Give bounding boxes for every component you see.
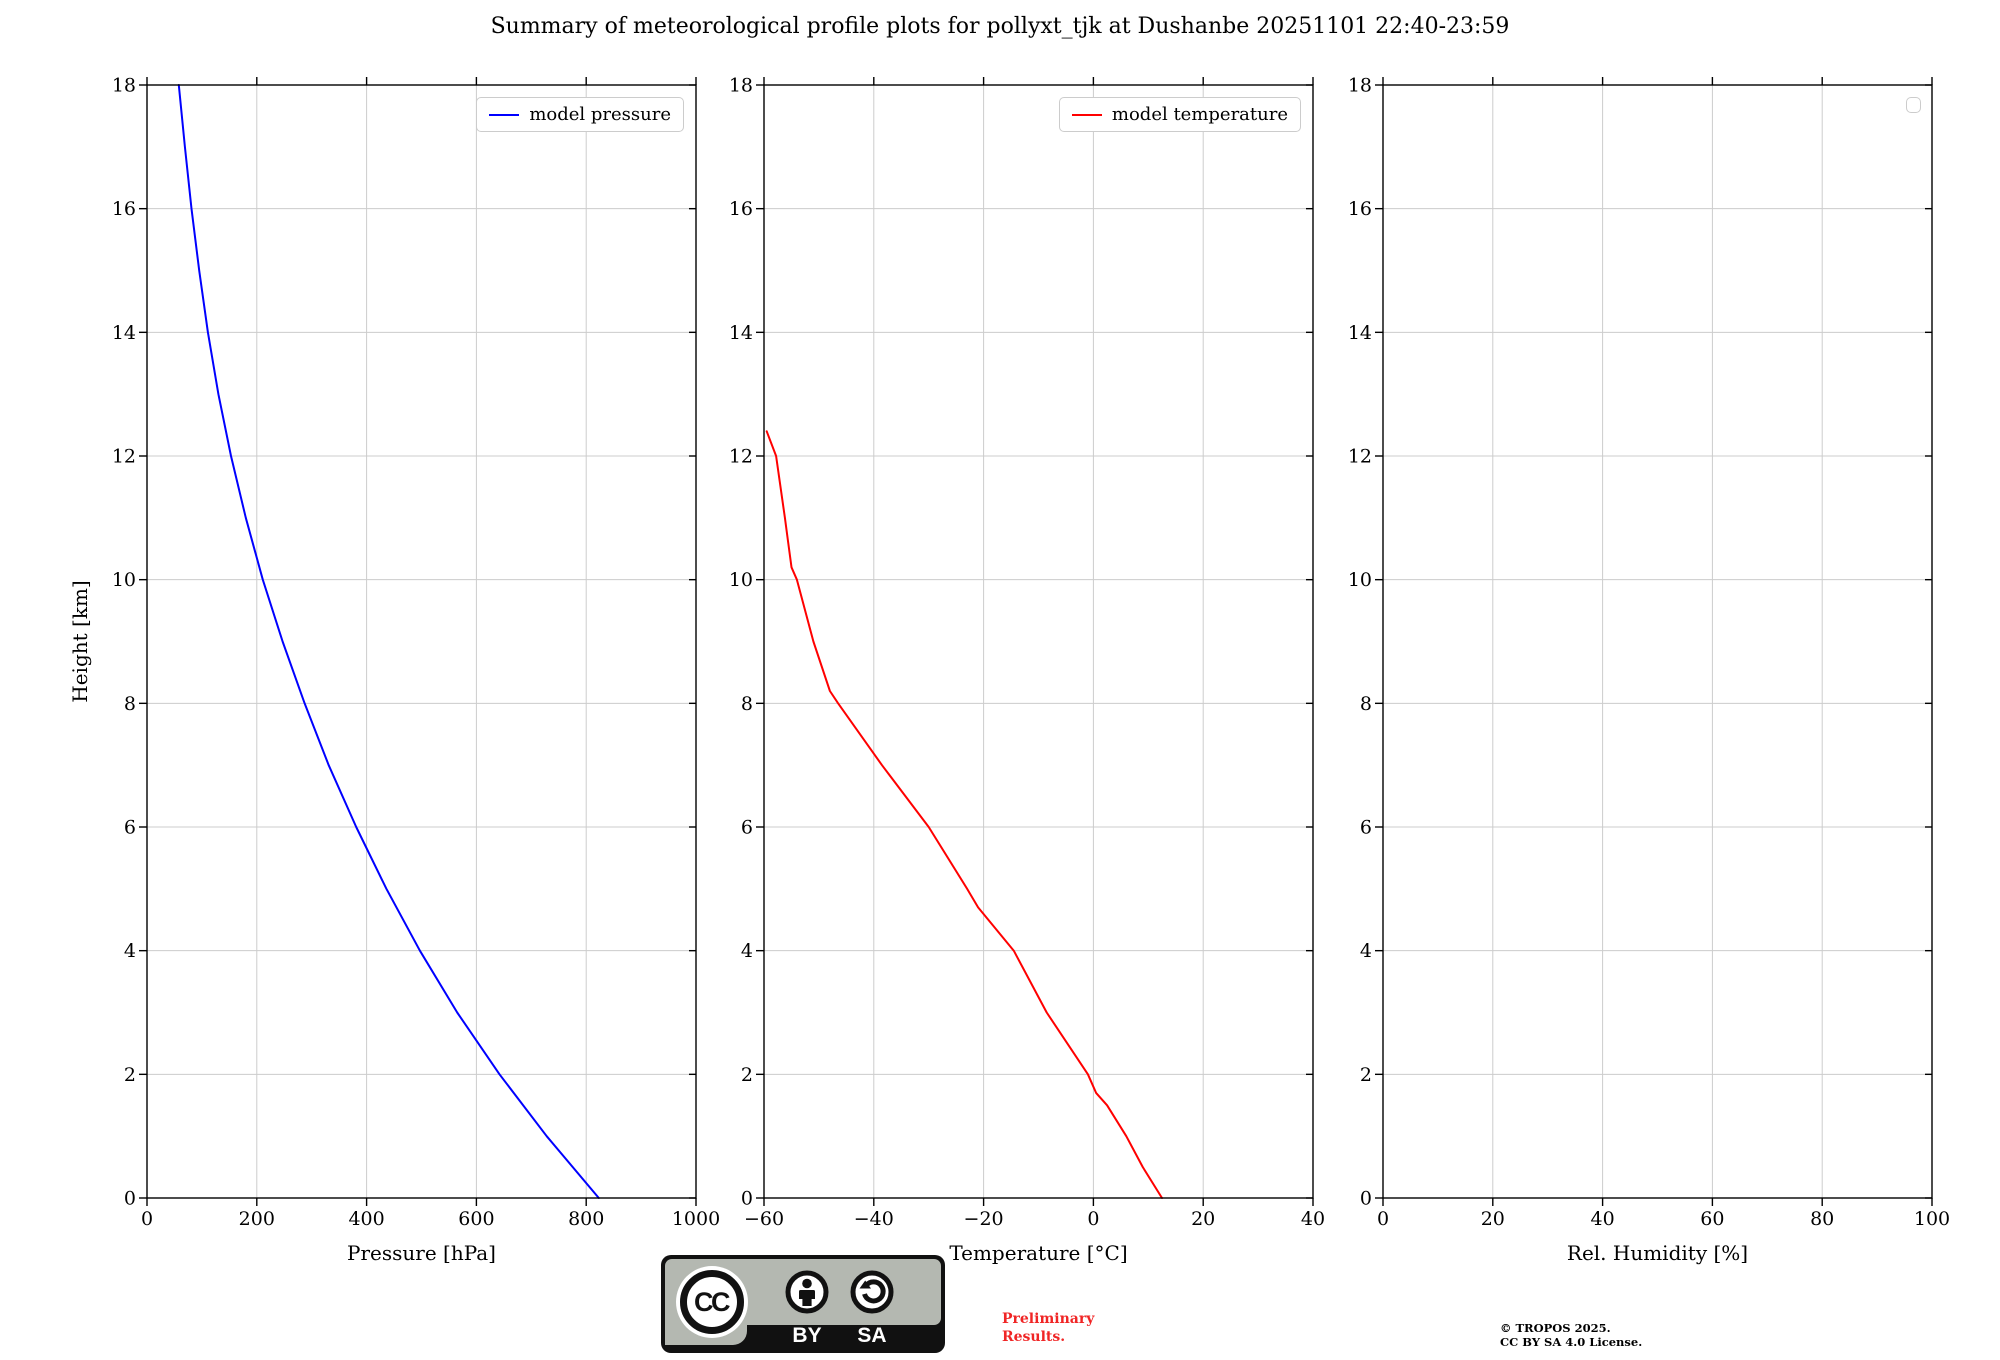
y-tick-label: 16 [1348,198,1372,220]
preliminary-results-note: Preliminary Results. [1002,1311,1095,1345]
y-tick-label: 18 [112,75,136,97]
x-tick-label: 40 [1591,1208,1615,1230]
plot-spines [1382,84,1933,1199]
temperature-plot-panel: −60 −40 −20 0 20 40 0 2 4 6 8 10 12 14 16 18 Temperature… [674,55,1343,1293]
plot-spines [763,84,1314,1199]
copyright-note: © TROPOS 2025. CC BY SA 4.0 License. [1500,1321,1643,1350]
legend-line-sample [1071,113,1102,116]
plot-spines [146,84,697,1199]
y-tick-label: 6 [124,817,136,839]
y-tick-label: 16 [729,198,753,220]
y-tick-label: 12 [1348,446,1372,468]
cc-sa-arrow-icon [850,1270,894,1314]
y-tick-label: 14 [112,322,136,344]
x-tick-label: 1000 [672,1208,720,1230]
x-tick-label: −40 [854,1208,894,1230]
x-tick-label: 800 [568,1208,604,1230]
legend-label: model pressure [529,104,671,125]
y-tick-label: 2 [741,1064,753,1086]
y-tick-label: 18 [1348,75,1372,97]
y-tick-label: 12 [112,446,136,468]
pressure-plot-panel: 0 200 400 600 800 1000 0 2 4 6 8 10 12 14 16 18 Pressure… [57,55,726,1293]
x-tick-label: −60 [744,1208,784,1230]
x-tick-label: 20 [1191,1208,1215,1230]
y-tick-label: 0 [741,1188,753,1210]
y-tick-label: 0 [124,1188,136,1210]
cc-by-person-icon [785,1270,829,1314]
x-tick-label: 20 [1481,1208,1505,1230]
x-tick-label: 0 [1377,1208,1389,1230]
cc-sa-label: SA [857,1324,887,1347]
y-tick-label: 4 [1360,940,1372,962]
y-tick-label: 14 [729,322,753,344]
y-tick-label: 0 [1360,1188,1372,1210]
x-axis-label: Temperature [°C] [949,1241,1127,1265]
x-tick-label: 600 [458,1208,494,1230]
x-tick-label: 0 [1087,1208,1099,1230]
cc-by-label: BY [792,1324,822,1347]
cc-by-sa-badge: CC BY SA [661,1255,945,1353]
temperature-chart-svg: −60 −40 −20 0 20 40 0 2 4 6 8 10 12 14 16 18 Temperature… [729,75,1325,1266]
temperature-legend: model temperature [1058,97,1301,132]
page-title: Summary of meteorological profile plots … [490,14,1510,39]
x-tick-label: 80 [1810,1208,1834,1230]
y-tick-label: 8 [124,693,136,715]
x-tick-label: 200 [239,1208,275,1230]
x-tick-label: 0 [141,1208,153,1230]
temperature-curve [765,430,1163,1199]
y-tick-label: 10 [112,569,136,591]
y-tick-label: 6 [741,817,753,839]
y-tick-label: 10 [1348,569,1372,591]
legend-label: model temperature [1111,104,1288,125]
y-tick-label: 4 [124,940,136,962]
x-tick-label: 100 [1914,1208,1950,1230]
humidity-plot-panel: 0 20 40 60 80 100 0 2 4 6 8 10 12 14 16 18 Rel. Humidity… [1293,55,1962,1293]
y-tick-label: 2 [1360,1064,1372,1086]
x-axis-label: Rel. Humidity [%] [1567,1241,1748,1265]
y-tick-label: 12 [729,446,753,468]
legend-line-sample [489,113,520,116]
y-tick-label: 6 [1360,817,1372,839]
y-tick-label: 14 [1348,322,1372,344]
x-tick-label: 60 [1700,1208,1724,1230]
pressure-chart-svg: 0 200 400 600 800 1000 0 2 4 6 8 10 12 14 16 18 Pressure… [68,75,720,1266]
x-tick-label: 400 [348,1208,384,1230]
x-axis-label: Pressure [hPa] [347,1241,496,1265]
y-tick-label: 2 [124,1064,136,1086]
x-tick-label: −20 [964,1208,1004,1230]
y-tick-label: 8 [1360,693,1372,715]
cc-logo-icon: CC [680,1270,744,1334]
pressure-legend: model pressure [476,97,684,132]
x-tick-label: 40 [1301,1208,1325,1230]
humidity-legend-empty [1906,97,1921,113]
y-tick-label: 8 [741,693,753,715]
humidity-chart-svg: 0 20 40 60 80 100 0 2 4 6 8 10 12 14 16 18 Rel. Humidity… [1348,75,1950,1266]
y-tick-label: 16 [112,198,136,220]
y-tick-label: 10 [729,569,753,591]
y-axis-label: Height [km] [68,580,92,702]
y-tick-label: 18 [729,75,753,97]
pressure-curve [177,84,600,1199]
y-tick-label: 4 [741,940,753,962]
